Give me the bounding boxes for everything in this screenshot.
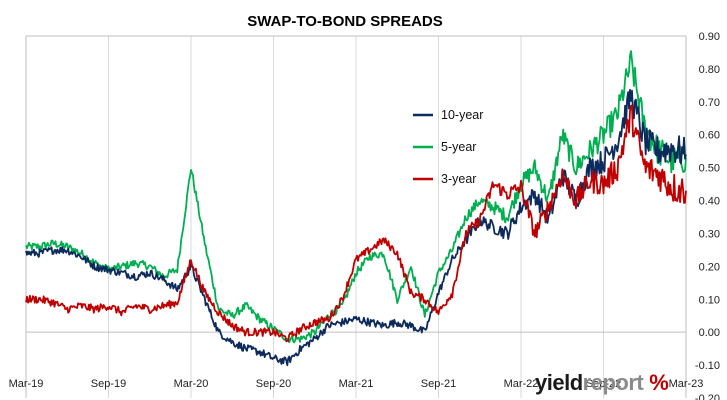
y-tick-label: -0.10 — [695, 360, 720, 372]
x-tick-label: Mar-21 — [339, 378, 374, 390]
y-tick-label: 0.50 — [699, 163, 720, 175]
series-line-5-year — [25, 50, 687, 344]
y-tick-label: -0.20 — [695, 393, 720, 400]
x-tick-labels: Mar-19 Sep-19 Mar-20 Sep-20 Mar-21 Sep-21 Mar-… — [9, 378, 704, 390]
svg-text:yieldreport%: yieldreport% — [535, 370, 668, 395]
x-tick-label: Mar-19 — [9, 378, 44, 390]
gridlines — [25, 36, 687, 398]
y-tick-label: 0.60 — [699, 130, 720, 142]
y-tick-label: 0.30 — [699, 228, 720, 240]
y-tick-label: 0.70 — [699, 97, 720, 109]
x-tick-label: Mar-20 — [174, 378, 209, 390]
y-tick-label: 0.90 — [699, 31, 720, 43]
legend-label: 10-year — [441, 108, 483, 122]
x-tick-label: Mar-22 — [504, 378, 539, 390]
logo-text-report: report — [583, 370, 645, 395]
x-tick-label: Mar-23 — [669, 378, 704, 390]
legend: 10-year 5-year 3-year — [413, 108, 483, 186]
legend-label: 3-year — [441, 172, 476, 186]
y-tick-label: 0.20 — [699, 261, 720, 273]
axes — [25, 35, 687, 398]
yieldreport-logo: yieldreport% — [535, 370, 669, 395]
logo-text-yield: yield — [535, 370, 583, 395]
x-tick-label: Sep-20 — [256, 378, 291, 390]
y-tick-label: 0.10 — [699, 294, 720, 306]
chart-title: SWAP-TO-BOND SPREADS — [247, 13, 443, 30]
legend-label: 5-year — [441, 140, 476, 154]
y-tick-labels: -0.20 -0.10 0.00 0.10 0.20 0.30 0.40 0.50 0.60 0.… — [695, 31, 720, 400]
x-tick-label: Sep-22 — [586, 378, 621, 390]
x-tick-label: Sep-19 — [91, 378, 126, 390]
x-tick-label: Sep-21 — [421, 378, 456, 390]
y-tick-label: 0.40 — [699, 196, 720, 208]
series-line-3-year — [25, 104, 687, 343]
series-lines — [25, 50, 687, 367]
logo-percent-icon: % — [649, 370, 668, 395]
y-tick-label: 0.00 — [699, 327, 720, 339]
y-tick-label: 0.80 — [699, 64, 720, 76]
